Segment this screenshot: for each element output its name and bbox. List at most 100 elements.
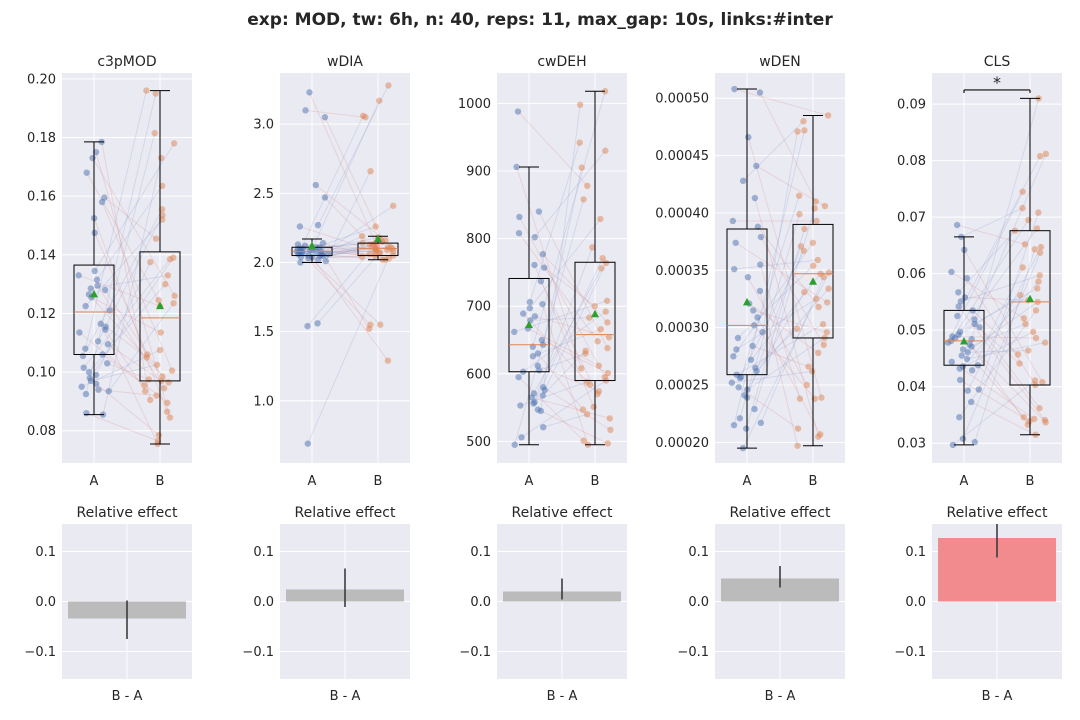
point-a: [82, 345, 89, 352]
effect-title: Relative effect: [77, 505, 178, 521]
point-b: [376, 249, 384, 256]
point-b: [160, 385, 168, 392]
point-a: [95, 386, 102, 393]
pair-link: [542, 350, 586, 396]
point-b: [164, 272, 172, 279]
point-b: [170, 299, 177, 307]
point-a: [964, 387, 971, 394]
point-b: [801, 127, 808, 134]
point-b: [582, 350, 589, 357]
effect-y-tick-label: 0.0: [688, 595, 709, 610]
point-b: [606, 415, 613, 422]
mean-marker: [156, 301, 164, 310]
pair-link: [97, 214, 163, 342]
point-b: [595, 362, 603, 369]
point-b: [1035, 278, 1042, 285]
pair-link: [533, 268, 602, 394]
panel-4: 0.00020 0.00025 0.00030 0.00035 0.00040 0.000…: [655, 54, 845, 489]
pair-link: [317, 252, 380, 324]
pair-link: [529, 142, 581, 303]
point-a: [754, 223, 762, 230]
mean-marker: [374, 234, 382, 242]
y-tick-label: 1000: [458, 97, 491, 112]
pair-link: [754, 208, 816, 410]
pair-link: [83, 258, 171, 369]
point-b: [793, 325, 801, 332]
pair-link: [977, 364, 1025, 418]
effect-y-tick-label: −0.1: [24, 645, 56, 660]
y-tick-label: 0.08: [27, 424, 56, 439]
point-b: [171, 292, 178, 300]
pair-link: [104, 289, 163, 377]
point-a: [528, 394, 535, 401]
point-b: [1042, 419, 1049, 426]
point-b: [576, 139, 583, 146]
pair-link: [759, 290, 799, 446]
point-b: [153, 361, 161, 368]
point-a: [739, 177, 747, 185]
box-iqr: [726, 228, 768, 376]
point-b: [825, 269, 833, 276]
point-a: [526, 305, 534, 312]
point-a: [511, 328, 518, 336]
effect-y-tick-label: −0.1: [459, 645, 491, 660]
point-b: [163, 408, 171, 415]
pair-link: [967, 350, 1029, 353]
plot-area: [62, 73, 192, 463]
effect-panel-3: −0.1 0.0 0.1 Relative effect B - A: [459, 505, 627, 704]
pair-link: [966, 277, 1036, 386]
pair-link: [971, 267, 1024, 371]
point-a: [757, 261, 764, 268]
point-b: [166, 256, 174, 263]
pair-link: [97, 285, 165, 389]
pair-link: [101, 141, 151, 401]
point-a: [94, 338, 102, 345]
pair-link: [522, 313, 591, 385]
point-b: [145, 376, 152, 383]
effect-panel-5: −0.1 0.0 0.1 Relative effect B - A: [894, 505, 1062, 704]
point-b: [794, 128, 801, 135]
point-b: [794, 442, 801, 449]
point-b: [584, 182, 591, 190]
point-a: [967, 398, 975, 406]
point-b: [604, 344, 611, 352]
point-a: [976, 324, 983, 331]
pair-link: [297, 115, 364, 255]
point-a: [957, 298, 964, 305]
point-a: [531, 261, 538, 269]
pair-link: [736, 298, 817, 350]
point-b: [602, 308, 609, 315]
panel-title: c3pMOD: [97, 54, 156, 70]
pair-link: [300, 251, 371, 326]
point-a: [757, 419, 765, 427]
point-b: [151, 129, 158, 137]
point-b: [583, 411, 591, 418]
effect-panel-2: −0.1 0.0 0.1 Relative effect B - A: [242, 505, 410, 704]
point-a: [101, 286, 109, 294]
point-a: [733, 346, 740, 353]
effect-title: Relative effect: [295, 505, 396, 521]
pair-link: [89, 257, 174, 379]
pair-link: [531, 396, 610, 419]
point-b: [823, 299, 831, 306]
pair-link: [742, 120, 804, 182]
point-a: [959, 346, 967, 353]
y-tick-label: 0.09: [897, 98, 926, 113]
pair-link: [534, 257, 604, 403]
pair-link: [530, 317, 590, 321]
pair-link: [752, 345, 809, 368]
point-b: [1019, 204, 1026, 212]
point-a: [745, 134, 752, 141]
point-a: [79, 352, 87, 360]
point-a: [968, 343, 975, 350]
box-iqr: [574, 261, 616, 382]
point-a: [91, 229, 98, 237]
y-tick-label: 3.0: [253, 118, 274, 133]
effect-y-tick-label: 0.1: [470, 545, 491, 560]
pair-link: [957, 230, 1016, 293]
point-a: [757, 233, 765, 241]
point-a: [734, 334, 742, 342]
point-a: [304, 322, 311, 330]
pair-link: [311, 100, 380, 251]
point-b: [824, 112, 832, 119]
